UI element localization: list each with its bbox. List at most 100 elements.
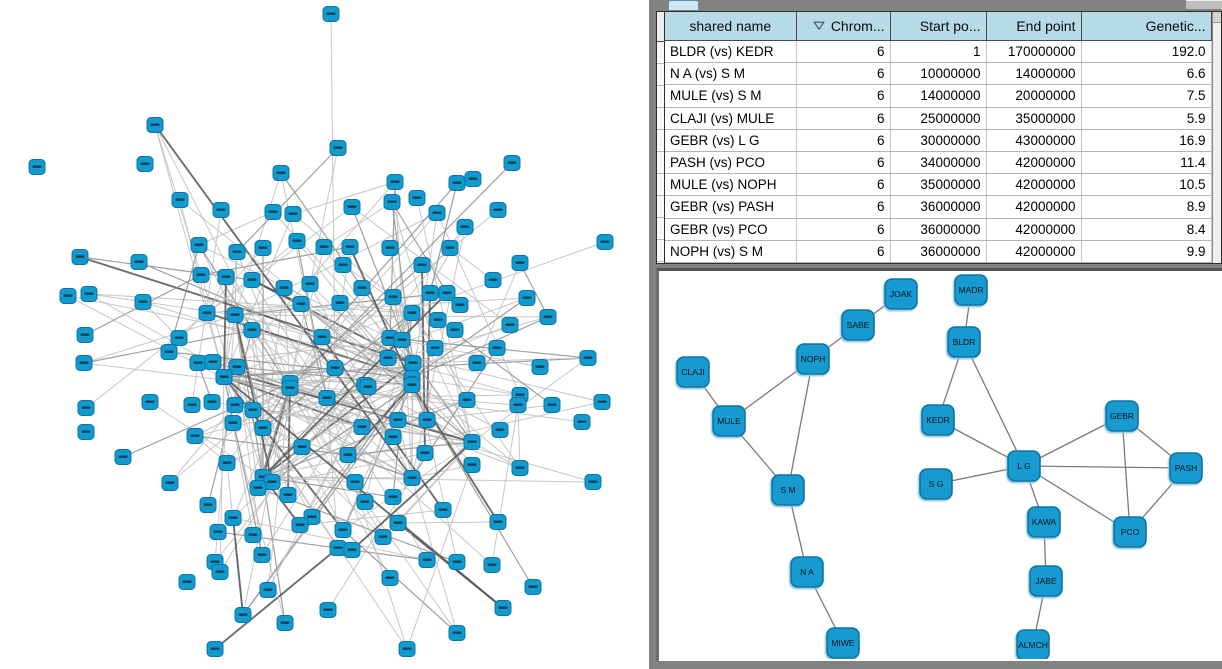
table-cell[interactable]: 34000000 xyxy=(890,151,987,175)
table-cell[interactable]: 6 xyxy=(796,195,891,219)
node[interactable] xyxy=(456,219,474,235)
node[interactable] xyxy=(28,159,46,175)
table-cell[interactable]: GEBR (vs) PCO xyxy=(665,218,797,241)
node[interactable] xyxy=(408,190,426,206)
node[interactable] xyxy=(463,434,481,450)
node[interactable] xyxy=(503,155,521,171)
node[interactable] xyxy=(322,6,340,22)
node-shape[interactable] xyxy=(1027,506,1061,538)
main-network-panel[interactable] xyxy=(0,0,649,669)
table-cell[interactable]: MULE (vs) S M xyxy=(665,84,797,108)
node[interactable] xyxy=(190,237,208,253)
node[interactable] xyxy=(301,276,319,292)
table-scrollbar[interactable] xyxy=(1211,12,1221,263)
node[interactable] xyxy=(288,233,306,249)
table-row[interactable]: NOPH (vs) S M 6 36000000 42000000 9.9 xyxy=(665,240,1212,264)
node[interactable] xyxy=(468,355,486,371)
table-cell[interactable]: GEBR (vs) L G xyxy=(665,129,797,152)
node-s-m[interactable]: S M xyxy=(771,474,805,506)
table-cell[interactable]: GEBR (vs) PASH xyxy=(665,195,797,219)
node-shape[interactable] xyxy=(1029,565,1063,597)
node[interactable] xyxy=(438,285,456,301)
column-header-chrom[interactable]: Chrom... xyxy=(796,12,891,41)
node-shape[interactable] xyxy=(921,404,955,436)
column-header-genetic[interactable]: Genetic... xyxy=(1081,12,1212,41)
table-cell[interactable]: 170000000 xyxy=(986,40,1082,64)
table-cell[interactable]: 8.4 xyxy=(1081,218,1212,241)
node[interactable] xyxy=(489,202,507,218)
node[interactable] xyxy=(458,392,476,408)
table-row[interactable]: N A (vs) S M 6 10000000 14000000 6.6 xyxy=(665,62,1212,86)
node[interactable] xyxy=(226,307,244,323)
node-shape[interactable] xyxy=(771,474,805,506)
edge-l-g-pco[interactable] xyxy=(1023,465,1131,533)
node[interactable] xyxy=(353,280,371,296)
table-cell[interactable]: 11.4 xyxy=(1081,151,1212,175)
node[interactable] xyxy=(134,294,152,310)
node[interactable] xyxy=(451,297,469,313)
node[interactable] xyxy=(384,429,402,445)
scrollbar-button[interactable] xyxy=(1212,12,1221,23)
node[interactable] xyxy=(393,332,411,348)
node[interactable] xyxy=(531,359,549,375)
node[interactable] xyxy=(249,480,267,496)
node-shape[interactable] xyxy=(841,309,875,341)
node[interactable] xyxy=(464,171,482,187)
table-cell[interactable]: BLDR (vs) KEDR xyxy=(665,40,797,64)
table-cell[interactable]: 6 xyxy=(796,129,891,152)
node[interactable] xyxy=(315,239,333,255)
table-cell[interactable]: 36000000 xyxy=(890,240,987,264)
node[interactable] xyxy=(209,524,227,540)
node[interactable] xyxy=(584,474,602,490)
node[interactable] xyxy=(228,359,246,375)
node[interactable] xyxy=(318,390,336,406)
node[interactable] xyxy=(276,615,294,631)
main-network-canvas[interactable] xyxy=(0,0,649,669)
node[interactable] xyxy=(334,257,352,273)
table-row[interactable]: MULE (vs) NOPH 6 35000000 42000000 10.5 xyxy=(665,173,1212,197)
node-shape[interactable] xyxy=(954,274,988,306)
node[interactable] xyxy=(192,267,210,283)
node[interactable] xyxy=(389,515,407,531)
node[interactable] xyxy=(418,552,436,568)
node-shape[interactable] xyxy=(1113,516,1147,548)
node[interactable] xyxy=(403,470,421,486)
edge-gebr-pco[interactable] xyxy=(1121,415,1131,533)
node-pco[interactable]: PCO xyxy=(1113,516,1147,548)
node[interactable] xyxy=(381,240,399,256)
node-shape[interactable] xyxy=(712,405,746,437)
node[interactable] xyxy=(170,330,188,346)
subnetwork-canvas[interactable]: JOAK MADR SABE BLDR NOPH CLAJI GEBR KEDR MULE L G… xyxy=(659,271,1220,659)
node[interactable] xyxy=(341,239,359,255)
table-cell[interactable]: 8.9 xyxy=(1081,195,1212,219)
node-mule[interactable]: MULE xyxy=(712,405,746,437)
node[interactable] xyxy=(291,517,309,533)
node[interactable] xyxy=(146,117,164,133)
table-cell[interactable]: 14000000 xyxy=(986,62,1082,86)
node[interactable] xyxy=(203,394,221,410)
table-cell[interactable]: 35000000 xyxy=(890,173,987,197)
node[interactable] xyxy=(75,355,93,371)
node[interactable] xyxy=(573,414,591,430)
node[interactable] xyxy=(494,600,512,616)
node[interactable] xyxy=(421,285,439,301)
node[interactable] xyxy=(186,428,204,444)
node[interactable] xyxy=(434,502,452,518)
node[interactable] xyxy=(224,415,242,431)
node[interactable] xyxy=(189,355,207,371)
node[interactable] xyxy=(76,327,94,343)
node[interactable] xyxy=(59,288,77,304)
node[interactable] xyxy=(448,175,466,191)
node[interactable] xyxy=(279,487,297,503)
node[interactable] xyxy=(253,547,271,563)
node[interactable] xyxy=(346,474,364,490)
table-cell[interactable]: 5.9 xyxy=(1081,107,1212,130)
node[interactable] xyxy=(491,422,509,438)
table-cell[interactable]: 6.6 xyxy=(1081,62,1212,86)
column-header-end-point[interactable]: End point xyxy=(986,12,1082,41)
node[interactable] xyxy=(334,522,352,538)
table-cell[interactable]: 42000000 xyxy=(986,240,1082,264)
node[interactable] xyxy=(313,329,331,345)
node-shape[interactable] xyxy=(826,627,860,659)
node[interactable] xyxy=(353,419,371,435)
